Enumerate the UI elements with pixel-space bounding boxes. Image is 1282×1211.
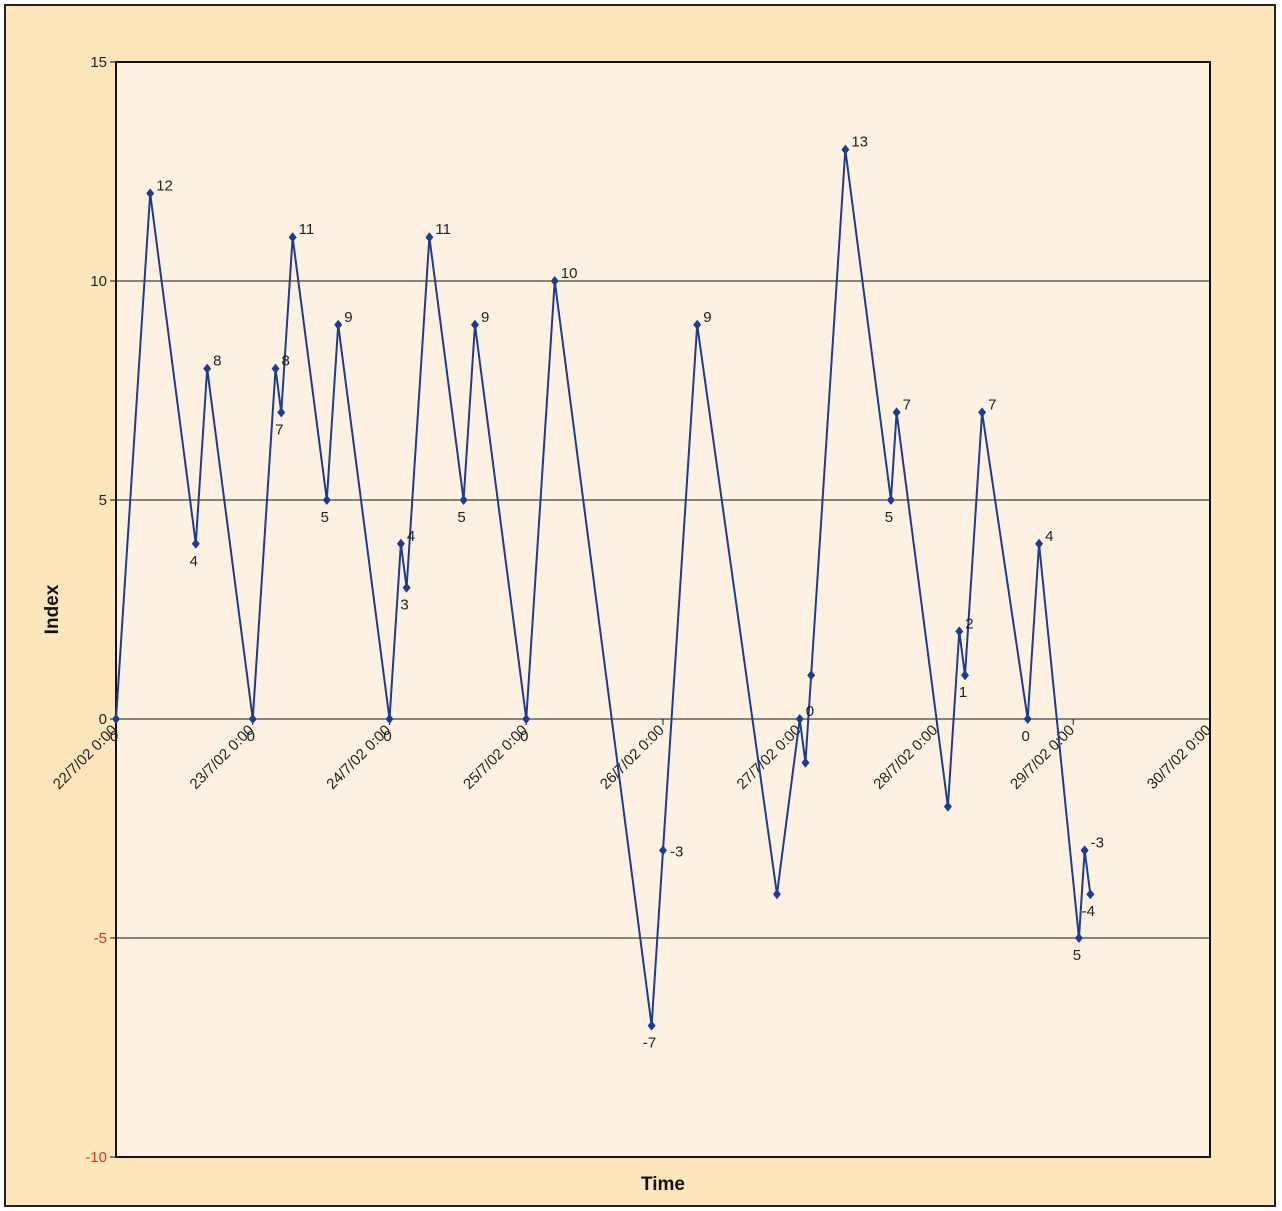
data-point — [1086, 889, 1095, 900]
data-point — [191, 538, 200, 549]
data-point — [841, 144, 850, 155]
data-label: 13 — [851, 134, 868, 151]
data-label: 0 — [1021, 728, 1029, 745]
data-label: 7 — [275, 421, 283, 438]
data-label: 5 — [1073, 947, 1081, 964]
data-label: 10 — [561, 265, 578, 282]
data-point — [334, 319, 343, 330]
data-label: 2 — [965, 615, 973, 632]
data-label: 4 — [407, 528, 415, 545]
data-label: 11 — [435, 221, 451, 238]
data-point — [659, 845, 667, 856]
y-tick-label: 5 — [99, 492, 107, 509]
data-point — [112, 714, 120, 724]
data-label: 7 — [988, 396, 996, 413]
data-label: 9 — [703, 309, 711, 326]
data-label: 0 — [247, 728, 255, 745]
data-point — [801, 757, 810, 768]
data-point — [522, 714, 531, 724]
data-point — [960, 670, 969, 681]
data-label: 5 — [885, 509, 893, 526]
data-label: 0 — [383, 728, 391, 745]
data-point — [1023, 714, 1032, 724]
data-point — [470, 319, 479, 330]
data-label: -3 — [670, 843, 683, 860]
data-point — [955, 626, 964, 637]
data-point — [807, 670, 816, 681]
y-tick-label: -5 — [94, 930, 107, 947]
plot-area — [115, 61, 1211, 1158]
y-tick-label: 15 — [90, 54, 107, 71]
data-point — [203, 363, 212, 374]
data-point — [271, 363, 280, 374]
data-point — [277, 407, 286, 418]
data-label: -4 — [1082, 903, 1095, 920]
y-axis-title: Index — [42, 584, 63, 634]
data-point — [550, 276, 559, 286]
data-label: 4 — [190, 553, 198, 570]
y-tick-label: 0 — [99, 711, 107, 728]
data-label: 1 — [959, 684, 967, 701]
data-label: 5 — [321, 509, 329, 526]
data-point — [396, 538, 405, 549]
data-point — [647, 1020, 656, 1031]
data-point — [1080, 845, 1089, 856]
data-label: 9 — [481, 309, 489, 326]
data-label: 7 — [903, 396, 911, 413]
data-label: 3 — [400, 597, 408, 614]
data-point — [459, 495, 468, 505]
x-axis-title: Time — [641, 1174, 685, 1195]
data-point — [795, 714, 804, 724]
y-tick-label: -10 — [85, 1149, 107, 1166]
data-label: 4 — [1045, 528, 1053, 545]
data-label: 9 — [344, 309, 352, 326]
data-label: -7 — [643, 1035, 656, 1052]
data-point — [892, 407, 901, 418]
data-point — [402, 582, 411, 593]
data-point — [693, 319, 702, 330]
data-point — [425, 232, 434, 243]
data-label: 0 — [110, 728, 118, 745]
y-tick-label: 10 — [90, 273, 107, 290]
data-point — [978, 407, 987, 418]
data-point — [288, 232, 297, 243]
data-point — [886, 495, 895, 505]
data-label: 11 — [299, 221, 315, 238]
data-label: 12 — [156, 177, 173, 194]
data-label: -3 — [1091, 834, 1104, 851]
data-label: 8 — [282, 353, 290, 370]
data-point — [772, 889, 781, 900]
data-point — [248, 714, 257, 724]
data-point — [1035, 538, 1044, 549]
data-point — [385, 714, 394, 724]
data-label: 8 — [213, 353, 221, 370]
data-label: 0 — [520, 728, 528, 745]
data-label: 0 — [806, 703, 814, 720]
data-label: 5 — [457, 509, 465, 526]
data-point — [146, 188, 155, 199]
data-point — [322, 495, 331, 505]
data-point — [943, 801, 952, 812]
data-point — [1074, 933, 1083, 943]
